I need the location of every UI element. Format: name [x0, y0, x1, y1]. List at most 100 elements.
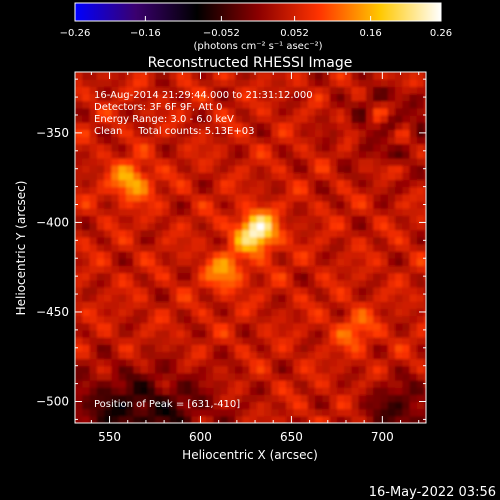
- heatmap-cell: [336, 394, 345, 403]
- heatmap-cell: [358, 365, 367, 374]
- heatmap-cell: [351, 172, 360, 181]
- heatmap-cell: [351, 308, 360, 317]
- heatmap-cell: [75, 258, 83, 267]
- heatmap-cell: [184, 315, 192, 324]
- heatmap-cell: [387, 315, 396, 324]
- heatmap-cell: [395, 329, 403, 338]
- heatmap-cell: [205, 272, 214, 281]
- heatmap-cell: [191, 172, 200, 181]
- heatmap-cell: [271, 380, 280, 388]
- heatmap-cell: [133, 122, 142, 130]
- heatmap-cell: [140, 394, 149, 403]
- heatmap-cell: [75, 387, 83, 395]
- heatmap-cell: [89, 129, 98, 138]
- heatmap-cell: [249, 165, 258, 173]
- heatmap-cell: [307, 143, 316, 152]
- heatmap-cell: [140, 172, 149, 181]
- heatmap-cell: [416, 344, 425, 352]
- heatmap-cell: [271, 143, 280, 152]
- heatmap-cell: [256, 179, 265, 188]
- heatmap-cell: [264, 222, 273, 231]
- heatmap-cell: [155, 344, 163, 352]
- heatmap-cell: [104, 258, 112, 267]
- heatmap-cell: [213, 236, 222, 245]
- heatmap-cell: [104, 179, 112, 188]
- colorbar-ticks: −0.26 −0.16 −0.052 0.052 0.16 0.26: [60, 16, 452, 39]
- heatmap-cell: [75, 150, 83, 159]
- heatmap-cell: [278, 222, 287, 231]
- heatmap-cell: [220, 200, 229, 209]
- heatmap-cell: [336, 143, 345, 152]
- heatmap-cell: [351, 193, 360, 202]
- heatmap-cell: [293, 387, 302, 395]
- heatmap-cell: [329, 272, 338, 281]
- heatmap-cell: [256, 93, 265, 102]
- heatmap-cell: [162, 301, 171, 309]
- heatmap-cell: [249, 415, 258, 423]
- heatmap-cell: [155, 279, 163, 288]
- heatmap-cell: [402, 208, 411, 216]
- heatmap-cell: [169, 258, 178, 267]
- heatmap-cell: [336, 344, 345, 352]
- heatmap-cell: [278, 258, 287, 267]
- heatmap-cell: [169, 372, 178, 381]
- heatmap-cell: [395, 394, 403, 403]
- heatmap-cell: [351, 286, 360, 295]
- heatmap-cell: [365, 179, 374, 188]
- heatmap-cell: [285, 229, 294, 238]
- heatmap-cell: [315, 208, 323, 216]
- heatmap-cell: [198, 308, 207, 317]
- heatmap-cell: [293, 72, 302, 80]
- heatmap-cell: [176, 100, 185, 109]
- heatmap-cell: [315, 193, 323, 202]
- heatmap-cell: [416, 387, 425, 395]
- heatmap-cell: [293, 286, 302, 295]
- heatmap-cell: [344, 229, 353, 238]
- heatmap-cell: [104, 157, 112, 166]
- heatmap-cell: [184, 358, 192, 367]
- heatmap-cell: [329, 294, 338, 302]
- heatmap-cell: [409, 251, 418, 259]
- heatmap-cell: [285, 200, 294, 209]
- heatmap-cell: [395, 258, 403, 267]
- heatmap-cell: [387, 229, 396, 238]
- heatmap-cell: [387, 129, 396, 138]
- heatmap-cell: [293, 186, 302, 195]
- heatmap-cell: [155, 415, 163, 423]
- heatmap-cell: [380, 279, 389, 288]
- heatmap-cell: [162, 243, 171, 252]
- heatmap-cell: [184, 86, 192, 95]
- heatmap-cell: [75, 358, 83, 367]
- heatmap-cell: [162, 136, 171, 145]
- heatmap-cell: [278, 301, 287, 309]
- heatmap-cell: [395, 129, 403, 138]
- heatmap-cell: [307, 107, 316, 116]
- heatmap-cell: [264, 193, 273, 202]
- heatmap-cell: [416, 208, 425, 216]
- heatmap-cell: [205, 329, 214, 338]
- heatmap-cell: [162, 272, 171, 281]
- heatmap-cell: [402, 329, 411, 338]
- heatmap-cell: [322, 129, 331, 138]
- heatmap-cell: [205, 72, 214, 80]
- heatmap-cell: [373, 315, 382, 324]
- heatmap-cell: [140, 372, 149, 381]
- heatmap-cell: [300, 136, 309, 145]
- heatmap-cell: [373, 107, 382, 116]
- heatmap-cell: [82, 136, 91, 145]
- heatmap-cell: [402, 337, 411, 345]
- heatmap-cell: [395, 265, 403, 274]
- heatmap-cell: [213, 315, 222, 324]
- heatmap-cell: [191, 215, 200, 224]
- heatmap-cell: [235, 172, 243, 181]
- heatmap-cell: [111, 122, 120, 130]
- heatmap-cell: [395, 229, 403, 238]
- heatmap-cell: [271, 294, 280, 302]
- heatmap-cell: [176, 86, 185, 95]
- heatmap-cell: [264, 394, 273, 403]
- heatmap-cell: [96, 208, 105, 216]
- heatmap-cell: [75, 193, 83, 202]
- heatmap-cell: [162, 279, 171, 288]
- heatmap-cell: [118, 401, 127, 410]
- heatmap-cell: [198, 222, 207, 231]
